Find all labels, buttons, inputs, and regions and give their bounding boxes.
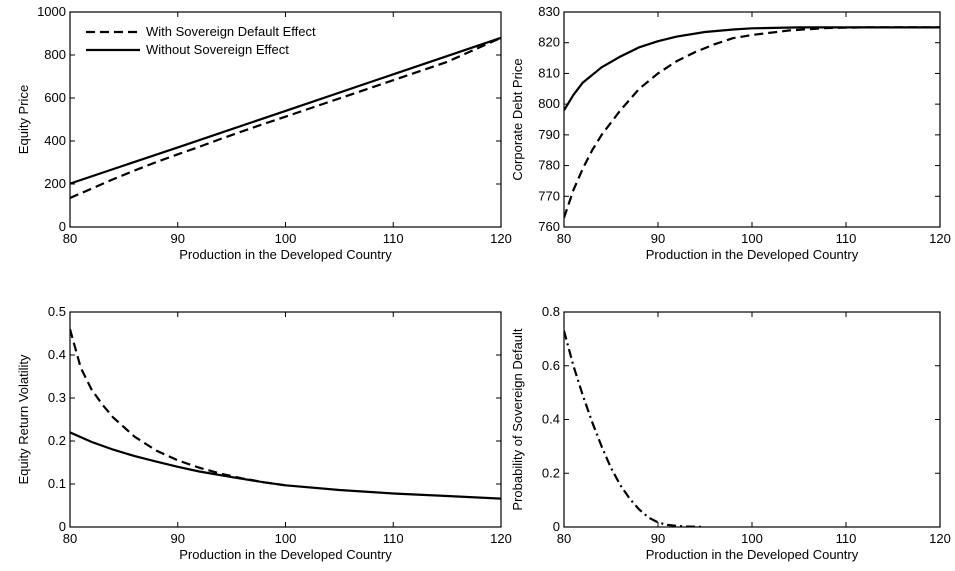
x-axis-label: Production in the Developed Country — [646, 547, 859, 562]
y-axis-label: Corporate Debt Price — [510, 58, 525, 180]
y-tick-label: 770 — [538, 188, 560, 203]
x-tick-label: 100 — [275, 231, 297, 246]
y-axis-label: Equity Return Volatility — [16, 354, 31, 485]
plot-area-frame — [563, 11, 941, 228]
y-tick-label: 830 — [538, 4, 560, 19]
x-tick-label: 90 — [651, 231, 665, 246]
y-tick-label: 800 — [538, 96, 560, 111]
y-tick-label: 0 — [59, 519, 66, 534]
y-tick-label: 0.2 — [542, 465, 560, 480]
y-tick-label: 790 — [538, 127, 560, 142]
x-tick-label: 100 — [275, 531, 297, 546]
y-tick-label: 820 — [538, 35, 560, 50]
y-tick-label: 0.4 — [542, 412, 560, 427]
x-axis-label: Production in the Developed Country — [179, 547, 392, 562]
y-tick-label: 0.5 — [48, 304, 66, 319]
y-tick-label: 600 — [44, 90, 66, 105]
y-tick-label: 0.3 — [48, 390, 66, 405]
series-line-solid — [564, 26, 940, 111]
y-tick-label: 0.1 — [48, 476, 66, 491]
x-axis-label: Production in the Developed Country — [179, 247, 392, 262]
series-line-dashed — [70, 36, 501, 200]
y-tick-label: 0 — [59, 219, 66, 234]
series-line-solid — [70, 36, 501, 185]
y-axis-label: Probability of Sovereign Default — [510, 328, 525, 510]
series-line-dashdot — [564, 330, 706, 527]
y-tick-label: 0.6 — [542, 358, 560, 373]
x-tick-label: 100 — [741, 531, 763, 546]
legend: With Sovereign Default Effect Without Sov… — [86, 24, 316, 57]
y-tick-label: 400 — [44, 133, 66, 148]
chart-panel-2: 80 90 100 110 120 760 770 780 790 800 810 820 830 Pro… — [510, 4, 951, 262]
x-tick-label: 90 — [171, 531, 185, 546]
x-tick-label: 80 — [63, 531, 77, 546]
x-tick-label: 80 — [557, 231, 571, 246]
series-line-dashed — [70, 328, 286, 487]
x-axis-label: Production in the Developed Country — [646, 247, 859, 262]
y-axis-label: Equity Price — [16, 85, 31, 154]
x-tick-label: 120 — [490, 231, 512, 246]
chart-panel-3: 80 90 100 110 120 0 0.1 0.2 0.3 0.4 0.5 Production … — [16, 304, 512, 562]
x-tick-label: 90 — [651, 531, 665, 546]
x-tick-label: 120 — [490, 531, 512, 546]
x-tick-label: 110 — [383, 231, 404, 246]
y-tick-label: 0.4 — [48, 347, 66, 362]
x-tick-label: 110 — [383, 531, 404, 546]
x-tick-label: 120 — [929, 531, 951, 546]
y-tick-label: 0.8 — [542, 304, 560, 319]
y-tick-label: 0.2 — [48, 433, 66, 448]
chart-panel-4: 80 90 100 110 120 0 0.2 0.4 0.6 0.8 Production in … — [510, 304, 951, 562]
x-tick-label: 80 — [557, 531, 571, 546]
y-tick-label: 800 — [44, 47, 66, 62]
y-tick-label: 810 — [538, 65, 560, 80]
series-line-dashed — [564, 26, 940, 219]
series-line-solid — [70, 431, 501, 500]
legend-entry-label: With Sovereign Default Effect — [146, 24, 316, 39]
y-tick-label: 780 — [538, 158, 560, 173]
y-tick-label: 0 — [553, 519, 560, 534]
x-tick-label: 90 — [171, 231, 185, 246]
y-tick-label: 760 — [538, 219, 560, 234]
x-tick-label: 120 — [929, 231, 951, 246]
x-tick-label: 110 — [836, 531, 857, 546]
x-tick-label: 80 — [63, 231, 77, 246]
chart-panel-1: 80 90 100 110 120 0 200 400 600 800 1000 Production… — [16, 4, 512, 262]
legend-entry-label: Without Sovereign Effect — [146, 42, 289, 57]
x-tick-label: 100 — [741, 231, 763, 246]
y-tick-label: 200 — [44, 176, 66, 191]
y-tick-label: 1000 — [37, 4, 66, 19]
x-tick-label: 110 — [836, 231, 857, 246]
plot-area-frame — [563, 311, 941, 528]
